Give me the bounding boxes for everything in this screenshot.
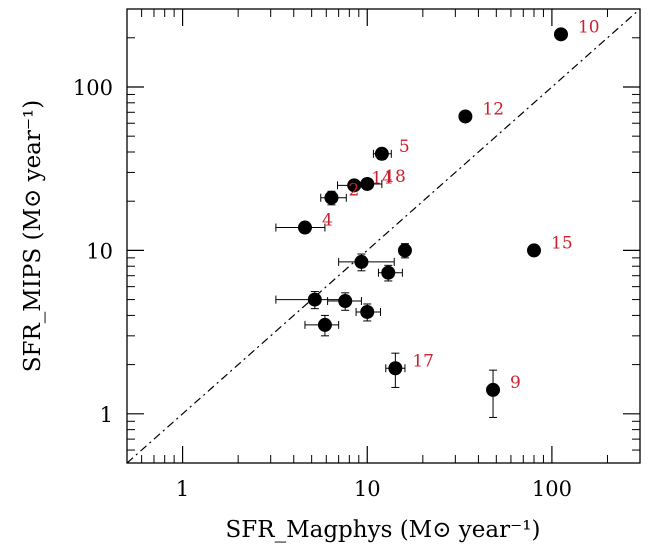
data-point: [553, 27, 568, 42]
data-point: [374, 146, 389, 161]
data-point: [307, 292, 322, 307]
tick-labels: 1 10 100 1 10 100: [73, 76, 572, 501]
point-label: 4: [322, 211, 333, 231]
y-tick-label: 100: [73, 76, 113, 100]
data-point: [354, 254, 369, 269]
point-label: 18: [384, 167, 406, 187]
data-point: [324, 190, 339, 205]
data-point: [317, 317, 332, 332]
plot-frame: [126, 8, 641, 464]
x-axis-label: SFR_Magphys (M⊙ year⁻¹): [226, 517, 541, 543]
y-tick-label: 1: [100, 403, 113, 427]
y-axis-label: SFR_MIPS (M⊙ year⁻¹): [20, 100, 46, 372]
data-point: [297, 220, 312, 235]
data-point: [527, 243, 542, 258]
point-label: 14: [371, 168, 393, 188]
point-label: 10: [578, 17, 600, 37]
data-point: [458, 109, 473, 124]
x-tick-label: 10: [354, 477, 381, 501]
data-point: [381, 265, 396, 280]
data-point: [397, 243, 412, 258]
x-tick-label: 1: [176, 477, 189, 501]
point-label: 5: [399, 137, 410, 157]
one-to-one-reference-line: [126, 8, 641, 464]
point-label: 9: [510, 373, 521, 393]
y-tick-label: 10: [86, 239, 113, 263]
point-label: 12: [482, 99, 504, 119]
axis-ticks: [126, 8, 641, 464]
data-point: [388, 361, 403, 376]
data-point: [338, 294, 353, 309]
data-point: [360, 176, 375, 191]
point-label: 15: [551, 233, 573, 253]
data-points: [297, 27, 568, 397]
x-tick-label: 100: [532, 477, 572, 501]
data-point: [486, 382, 501, 397]
point-label: 2: [348, 181, 359, 201]
error-bars: [275, 148, 498, 418]
data-point: [347, 178, 362, 193]
data-point: [360, 304, 375, 319]
point-label: 17: [412, 351, 434, 371]
